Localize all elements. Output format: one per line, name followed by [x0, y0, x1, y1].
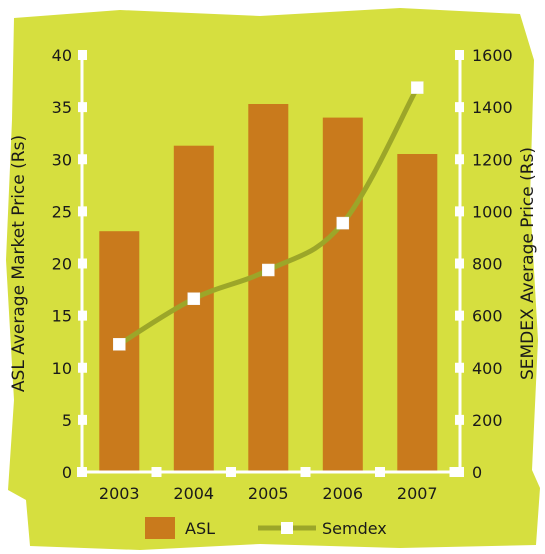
left-tick-mark	[78, 362, 87, 373]
semdex-line	[117, 86, 420, 347]
x-tick-label: 2003	[99, 484, 140, 503]
asl-bar-2007	[397, 154, 438, 472]
right-tick-label: 0	[472, 463, 482, 482]
right-tick-mark	[455, 310, 464, 321]
left-tick-label: 35	[52, 98, 72, 117]
x-tick-label: 2006	[322, 484, 363, 503]
x-tick-label: 2004	[173, 484, 214, 503]
left-tick-label: 25	[52, 202, 72, 221]
right-tick-mark	[455, 102, 464, 113]
right-tick-label: 1400	[472, 98, 513, 117]
x-tick-mark	[375, 467, 385, 477]
legend-semdex-marker	[281, 522, 293, 534]
x-tick-mark	[151, 467, 162, 477]
left-tick-label: 30	[52, 150, 72, 169]
left-tick-label: 5	[62, 411, 72, 430]
left-tick-mark	[78, 154, 87, 165]
right-tick-label: 1600	[472, 46, 513, 65]
asl-bar-2006	[322, 117, 363, 472]
left-tick-label: 0	[62, 463, 72, 482]
semdex-point-2003	[113, 338, 126, 351]
asl-bars	[99, 104, 438, 472]
right-tick-mark	[455, 362, 464, 373]
left-tick-mark	[78, 50, 87, 60]
asl-bar-2005	[248, 104, 289, 472]
left-tick-label: 15	[52, 307, 72, 326]
left-tick-mark	[78, 310, 87, 321]
right-tick-mark	[455, 414, 464, 425]
right-tick-label: 200	[472, 411, 503, 430]
left-tick-mark	[78, 258, 87, 269]
left-tick-label: 40	[52, 46, 72, 65]
right-tick-mark	[455, 258, 464, 269]
left-tick-label: 10	[52, 359, 72, 378]
right-tick-mark	[455, 206, 464, 217]
left-tick-mark	[78, 206, 87, 217]
asl-bar-2003	[99, 231, 140, 472]
right-tick-mark	[455, 50, 464, 60]
right-axis-label: SEMDEX Average Price (Rs)	[518, 147, 538, 380]
axes	[77, 50, 464, 477]
right-tick-label: 400	[472, 359, 503, 378]
legend-asl-label: ASL	[185, 519, 215, 538]
legend: ASL Semdex	[145, 517, 387, 539]
left-tick-mark	[78, 414, 87, 425]
x-tick-mark	[77, 467, 87, 477]
semdex-point-2005	[262, 263, 275, 277]
left-axis-label: ASL Average Market Price (Rs)	[9, 135, 29, 392]
left-tick-mark	[78, 102, 87, 113]
x-tick-mark	[449, 467, 460, 477]
x-tick-label: 2005	[248, 484, 289, 503]
right-tick-label: 600	[472, 307, 503, 326]
semdex-point-2006	[336, 216, 350, 230]
legend-semdex-label: Semdex	[322, 519, 387, 538]
legend-asl-swatch	[145, 517, 175, 539]
right-tick-label: 1200	[472, 150, 513, 169]
asl-bar-2004	[173, 145, 214, 472]
semdex-line-group	[113, 81, 424, 351]
semdex-point-2004	[187, 292, 201, 305]
x-tick-mark	[226, 467, 236, 477]
left-tick-label: 20	[52, 255, 72, 274]
x-tick-mark	[300, 467, 311, 477]
right-tick-label: 1000	[472, 202, 513, 221]
semdex-point-2007	[411, 81, 424, 94]
right-tick-label: 800	[472, 255, 503, 274]
right-tick-mark	[455, 154, 464, 165]
x-tick-label: 2007	[397, 484, 438, 503]
